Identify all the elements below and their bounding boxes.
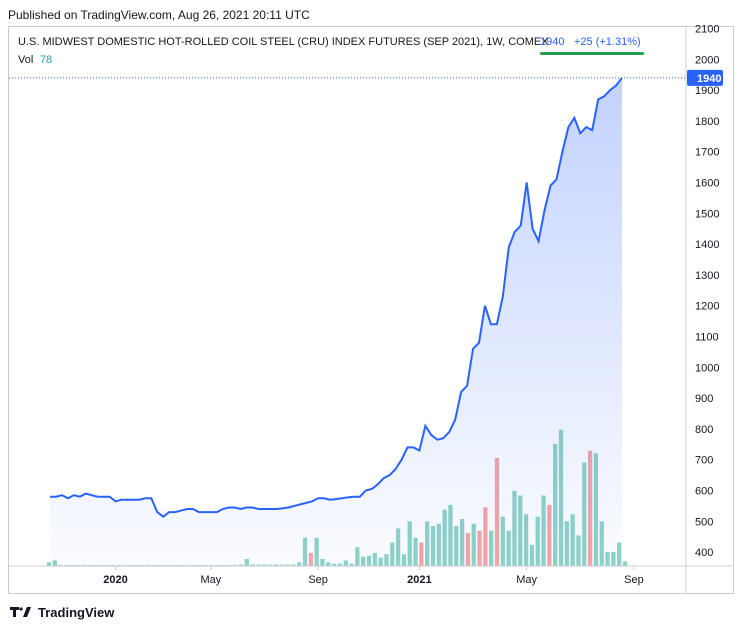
y-tick-label: 1800 xyxy=(695,116,719,128)
legend-underline xyxy=(540,52,644,55)
y-tick-label: 1200 xyxy=(695,301,719,313)
tradingview-logo-icon[interactable] xyxy=(10,605,32,619)
last-price-tag: 1940 xyxy=(687,69,723,86)
published-caption: Published on TradingView.com, Aug 26, 20… xyxy=(8,8,310,22)
y-tick-label: 1100 xyxy=(695,332,719,344)
price-line xyxy=(50,77,623,518)
x-tick-label: May xyxy=(516,574,537,586)
symbol-title: U.S. MIDWEST DOMESTIC HOT-ROLLED COIL ST… xyxy=(18,36,549,48)
y-tick-label: 1600 xyxy=(695,178,719,190)
y-tick-label: 2100 xyxy=(695,24,719,36)
volume-label: Vol xyxy=(18,54,33,66)
y-tick-label: 700 xyxy=(695,455,713,467)
y-tick-label: 1400 xyxy=(695,239,719,251)
y-tick-label: 500 xyxy=(695,516,713,528)
y-tick-label: 1900 xyxy=(695,85,719,97)
x-tick-label: May xyxy=(200,574,221,586)
legend-change: +25 (+1.31%) xyxy=(574,36,641,48)
footer-brand[interactable]: TradingView xyxy=(38,604,115,620)
y-tick-label: 1300 xyxy=(695,270,719,282)
y-tick-label: 1700 xyxy=(695,147,719,159)
y-tick-label: 400 xyxy=(695,547,713,559)
x-tick-label: 2021 xyxy=(407,574,431,586)
footer: TradingView xyxy=(10,601,114,623)
volume-value: 78 xyxy=(40,54,52,66)
y-tick-label: 800 xyxy=(695,424,713,436)
x-tick-label: 2020 xyxy=(103,574,127,586)
y-tick-label: 900 xyxy=(695,393,713,405)
time-axis[interactable]: 2020 May Sep 2021 May Sep xyxy=(9,565,734,586)
y-tick-label: 1500 xyxy=(695,208,719,220)
last-price-tag-label: 1940 xyxy=(697,73,721,85)
x-tick-label: Sep xyxy=(308,574,328,586)
price-axis[interactable]: 400 500 600 700 800 900 1000 1100 1200 1300 1400 15… xyxy=(685,24,719,594)
y-tick-label: 600 xyxy=(695,486,713,498)
chart-legend: U.S. MIDWEST DOMESTIC HOT-ROLLED COIL ST… xyxy=(18,36,644,66)
chart-frame[interactable] xyxy=(8,26,734,594)
volume-bar xyxy=(622,561,628,566)
y-tick-label: 1000 xyxy=(695,362,719,374)
legend-last-price: 1940 xyxy=(540,36,564,48)
price-area xyxy=(50,77,622,566)
y-tick-label: 2000 xyxy=(695,54,719,66)
volume-bar xyxy=(46,562,52,566)
x-tick-label: Sep xyxy=(624,574,644,586)
